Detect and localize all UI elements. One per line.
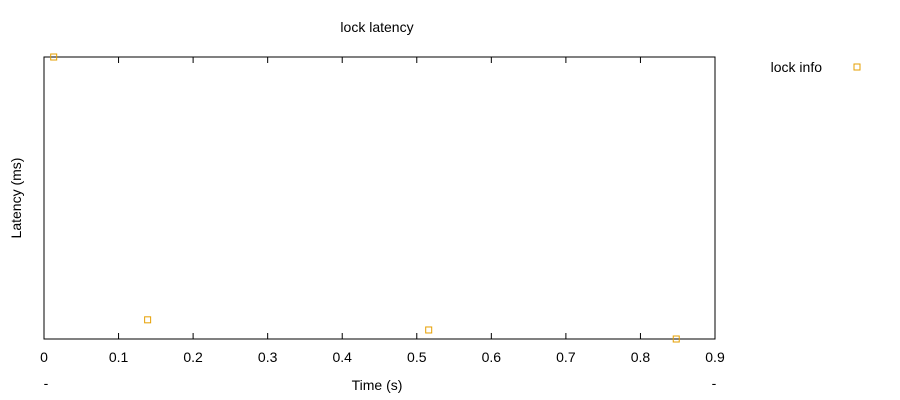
x-tick-label: 0.9 <box>705 349 725 365</box>
x-axis-label: Time (s) <box>352 377 403 393</box>
legend-marker <box>853 63 861 71</box>
x-tick-label: 0.3 <box>258 349 278 365</box>
x-tick-label: 0.5 <box>407 349 427 365</box>
data-point <box>425 326 433 334</box>
data-point <box>50 53 58 61</box>
y-axis-label: Latency (ms) <box>8 158 24 239</box>
x-tick-label: 0.7 <box>556 349 576 365</box>
data-point <box>672 335 680 343</box>
data-points <box>50 53 680 343</box>
legend-label: lock info <box>771 59 823 75</box>
data-point <box>144 316 152 324</box>
x-tick-label: 0 <box>40 349 48 365</box>
legend: lock info <box>771 59 861 75</box>
x-tick-label: 0.2 <box>183 349 203 365</box>
x-tick-label: 0.1 <box>109 349 129 365</box>
chart-title: lock latency <box>340 19 413 35</box>
plot-area <box>43 56 716 340</box>
dangling-mark-right: - <box>712 375 717 391</box>
x-tick-label: 0.6 <box>482 349 502 365</box>
x-axis: 0 0.1 0.2 0.3 0.4 0.5 0.6 0.7 0.8 0.9 <box>40 57 725 365</box>
dangling-mark-left: - <box>44 375 49 391</box>
x-tick-label: 0.8 <box>631 349 651 365</box>
x-tick-label: 0.4 <box>332 349 352 365</box>
